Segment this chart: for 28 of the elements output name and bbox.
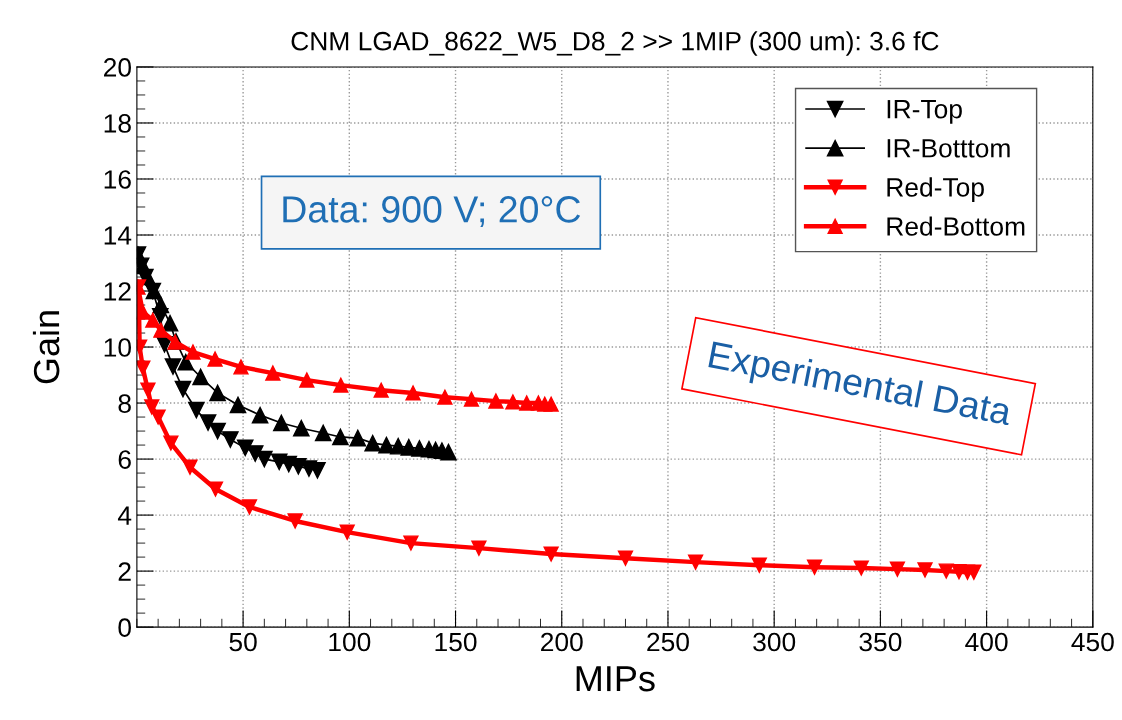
y-tick-label: 10 xyxy=(104,338,131,357)
y-tick-label: 6 xyxy=(118,450,131,469)
x-tick-label: 300 xyxy=(753,632,796,652)
x-tick-label: 200 xyxy=(541,632,583,652)
legend-label: IR-Top xyxy=(887,100,962,124)
y-axis-title: Gain xyxy=(32,311,60,384)
legend-label: Red-Bottom xyxy=(887,216,1025,236)
y-tick-label: 2 xyxy=(118,562,131,581)
y-tick-label: 18 xyxy=(104,114,131,133)
y-tick-label: 0 xyxy=(118,618,131,637)
x-tick-label: 150 xyxy=(435,632,477,652)
x-tick-label: 50 xyxy=(229,632,257,652)
y-tick-label: 8 xyxy=(118,394,131,413)
annotation: Data: 900 V; 20°C xyxy=(283,196,581,228)
chart-title: CNM LGAD_8622_W5_D8_2 >> 1MIP (300 um): 3.6 fC xyxy=(291,31,939,56)
y-tick-label: 12 xyxy=(104,282,131,301)
y-tick-label: 4 xyxy=(117,506,132,525)
y-tick-label: 20 xyxy=(104,58,131,77)
x-axis-title: MIPs xyxy=(576,666,655,692)
legend-label: Red-Top xyxy=(887,177,984,202)
legend-label: IR-Botttom xyxy=(887,139,1010,158)
y-tick-label: 14 xyxy=(104,226,132,245)
x-tick-label: 350 xyxy=(859,632,902,652)
x-tick-label: 100 xyxy=(329,632,371,652)
x-tick-label: 400 xyxy=(965,632,1008,652)
y-tick-label: 16 xyxy=(104,170,131,189)
x-tick-label: 450 xyxy=(1071,632,1114,652)
x-tick-label: 250 xyxy=(647,632,689,652)
